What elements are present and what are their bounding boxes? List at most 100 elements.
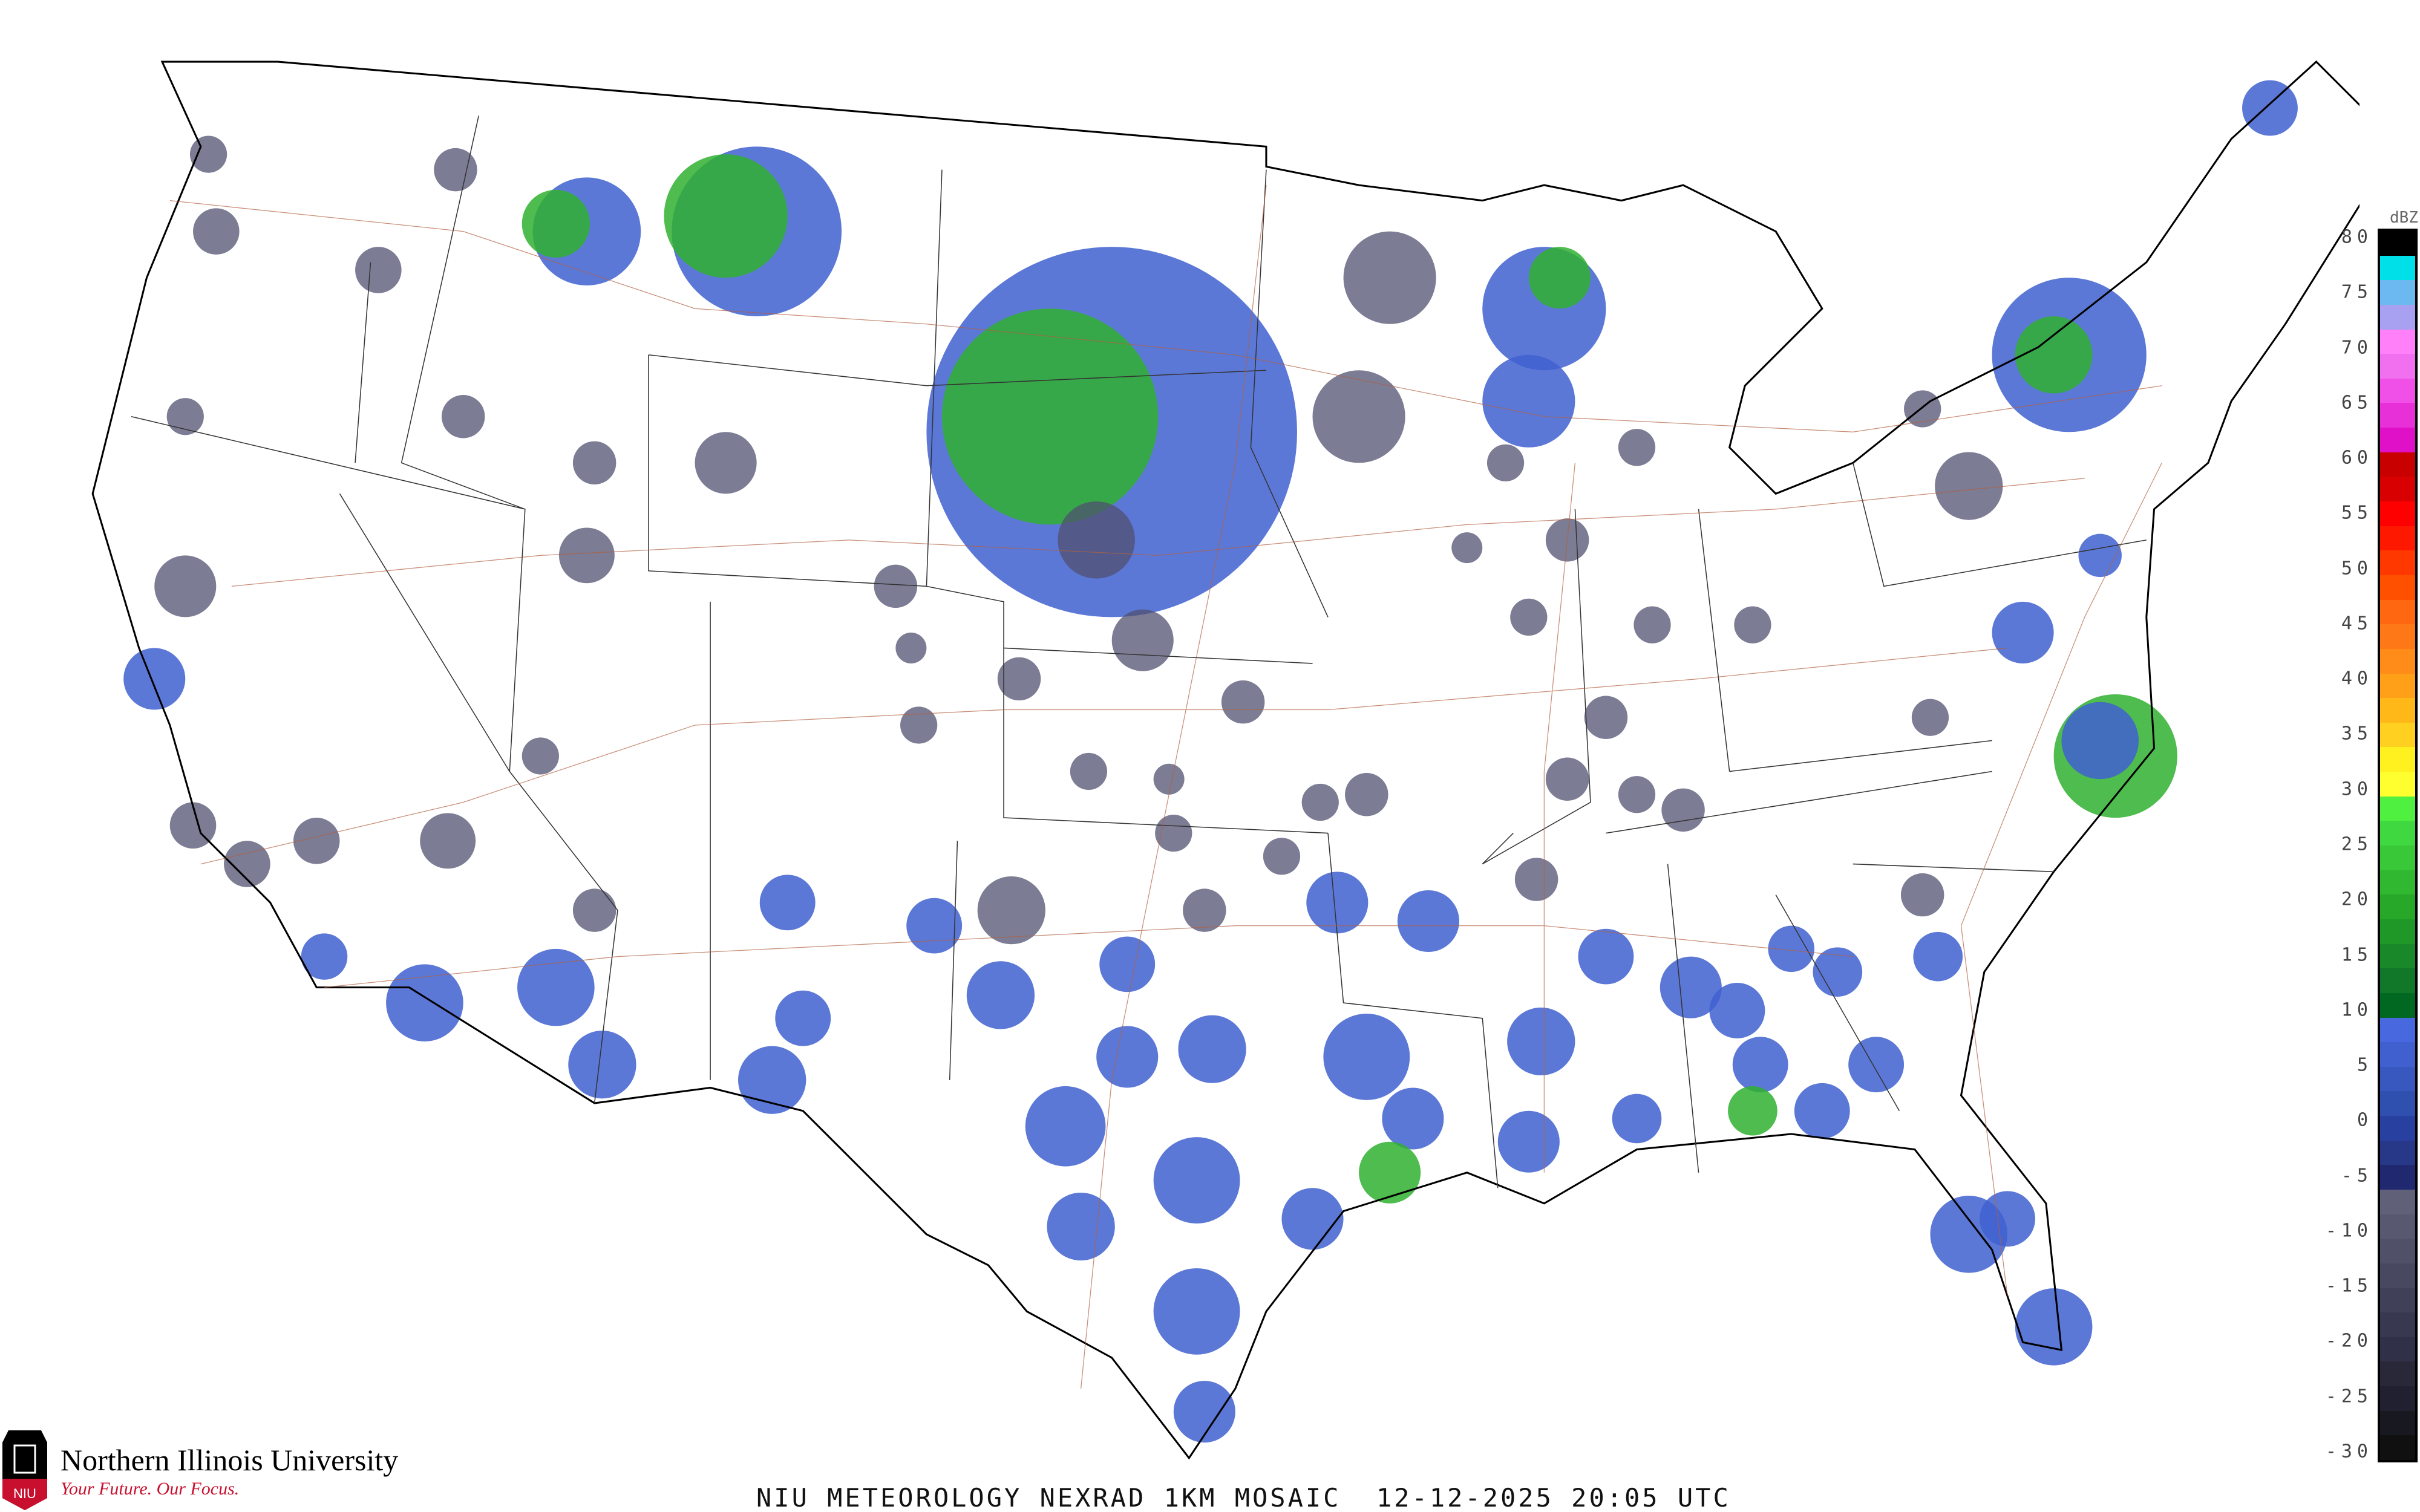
radar-echo bbox=[301, 933, 348, 980]
colorbar-segment bbox=[2380, 477, 2415, 502]
colorbar-tick-label: 0 bbox=[2356, 1109, 2373, 1131]
radar-echo bbox=[1980, 1191, 2036, 1247]
radar-echo bbox=[522, 737, 559, 775]
radar-echo bbox=[977, 876, 1045, 945]
colorbar-segment bbox=[2380, 1066, 2415, 1092]
colorbar-segment bbox=[2380, 231, 2415, 256]
colorbar-tick-label: 80 bbox=[2341, 226, 2373, 248]
colorbar-tick-label: 55 bbox=[2341, 502, 2373, 524]
radar-echo bbox=[1660, 956, 1722, 1018]
colorbar-tick-label: 25 bbox=[2341, 833, 2373, 855]
colorbar-segment bbox=[2380, 1042, 2415, 1067]
radar-echo bbox=[355, 247, 402, 293]
colorbar-segment bbox=[2380, 1239, 2415, 1263]
colorbar-segment bbox=[2380, 1263, 2415, 1288]
colorbar-unit: dBZ bbox=[2390, 209, 2418, 227]
radar-echo bbox=[1343, 231, 1436, 324]
radar-echo bbox=[900, 706, 938, 744]
radar-echo bbox=[166, 398, 204, 435]
radar-echo bbox=[1281, 1188, 1344, 1250]
colorbar-tick-label: 75 bbox=[2341, 281, 2373, 303]
radar-echo bbox=[895, 632, 927, 663]
radar-echo bbox=[1584, 696, 1628, 739]
radar-echo bbox=[293, 818, 340, 864]
colorbar-segment bbox=[2380, 1410, 2415, 1436]
radar-echo bbox=[193, 208, 240, 255]
radar-echo bbox=[1047, 1192, 1115, 1261]
radar-echo bbox=[2015, 1288, 2093, 1366]
us-radar-map bbox=[91, 60, 2360, 1460]
radar-echo bbox=[1545, 757, 1589, 801]
colorbar-segment bbox=[2380, 1361, 2415, 1387]
radar-echo bbox=[224, 841, 270, 887]
radar-echo bbox=[775, 990, 831, 1046]
radar-echo bbox=[1528, 247, 1591, 309]
radar-echo bbox=[2015, 316, 2093, 394]
colorbar-segment bbox=[2380, 452, 2415, 477]
colorbar-tick-label: -15 bbox=[2325, 1275, 2373, 1297]
radar-echo bbox=[1497, 1110, 1560, 1173]
colorbar-segment bbox=[2380, 255, 2415, 281]
colorbar-tick-label: 15 bbox=[2341, 944, 2373, 966]
colorbar-segment bbox=[2380, 1435, 2415, 1461]
colorbar-segment bbox=[2380, 821, 2415, 846]
colorbar-segment bbox=[2380, 1189, 2415, 1214]
highways bbox=[169, 185, 2162, 1389]
radar-echo bbox=[1301, 783, 1339, 821]
colorbar-segment bbox=[2380, 1140, 2415, 1165]
colorbar-segment bbox=[2380, 943, 2415, 969]
radar-echo bbox=[1178, 1015, 1246, 1083]
radar-echo bbox=[997, 657, 1041, 701]
radar-echo bbox=[1155, 814, 1192, 852]
colorbar-segment bbox=[2380, 894, 2415, 919]
radar-echo bbox=[874, 564, 918, 608]
radar-echo bbox=[434, 148, 477, 192]
radar-echo bbox=[906, 898, 963, 954]
colorbar-segment bbox=[2380, 968, 2415, 993]
radar-echo bbox=[1514, 858, 1558, 901]
radar-echo bbox=[1153, 763, 1185, 795]
colorbar-tick-label: -5 bbox=[2341, 1165, 2373, 1187]
radar-echo bbox=[123, 648, 186, 710]
radar-echo bbox=[1507, 1007, 1575, 1076]
colorbar-tick-label: 65 bbox=[2341, 392, 2373, 414]
radar-echo bbox=[1732, 1037, 1788, 1093]
radar-echo bbox=[1913, 931, 1963, 982]
radar-echo bbox=[1734, 606, 1771, 644]
colorbar-segment bbox=[2380, 772, 2415, 797]
radar-echo bbox=[1618, 429, 1656, 466]
radar-echo bbox=[1848, 1037, 1905, 1093]
radar-echo bbox=[1578, 928, 1634, 985]
colorbar-tick-label: -20 bbox=[2325, 1330, 2373, 1352]
radar-echo bbox=[1618, 776, 1656, 813]
colorbar-segment bbox=[2380, 1017, 2415, 1043]
colorbar-tick-label: 60 bbox=[2341, 447, 2373, 469]
radar-echo bbox=[1510, 598, 1548, 636]
radar-echo bbox=[572, 888, 616, 932]
radar-echo bbox=[420, 813, 476, 869]
radar-echo bbox=[154, 555, 217, 618]
radar-echo bbox=[1634, 606, 1671, 644]
radar-echo bbox=[572, 441, 616, 485]
radar-echo bbox=[1306, 872, 1369, 934]
colorbar-segment bbox=[2380, 329, 2415, 354]
colorbar-segment bbox=[2380, 378, 2415, 403]
colorbar-segment bbox=[2380, 280, 2415, 305]
colorbar-tick-label: 50 bbox=[2341, 558, 2373, 579]
radar-echo bbox=[1111, 609, 1174, 671]
svg-text:NIU: NIU bbox=[13, 1486, 36, 1501]
mosaic-title: NIU METEOROLOGY NEXRAD 1KM MOSAIC 12-12-… bbox=[756, 1483, 1731, 1512]
radar-echo bbox=[1728, 1086, 1777, 1136]
radar-echo bbox=[1813, 947, 1863, 997]
radar-echo bbox=[2242, 80, 2298, 136]
niu-logo-mark: NIU bbox=[2, 1430, 47, 1510]
radar-echo bbox=[2078, 533, 2122, 578]
radar-echo bbox=[1612, 1093, 1662, 1144]
colorbar-segment bbox=[2380, 1091, 2415, 1116]
colorbar-segment bbox=[2380, 501, 2415, 526]
colorbar-tick-label: 40 bbox=[2341, 668, 2373, 689]
radar-echo bbox=[1382, 1087, 1444, 1150]
colorbar-segment bbox=[2380, 1165, 2415, 1190]
radar-echo bbox=[568, 1031, 636, 1099]
colorbar-segment bbox=[2380, 919, 2415, 944]
